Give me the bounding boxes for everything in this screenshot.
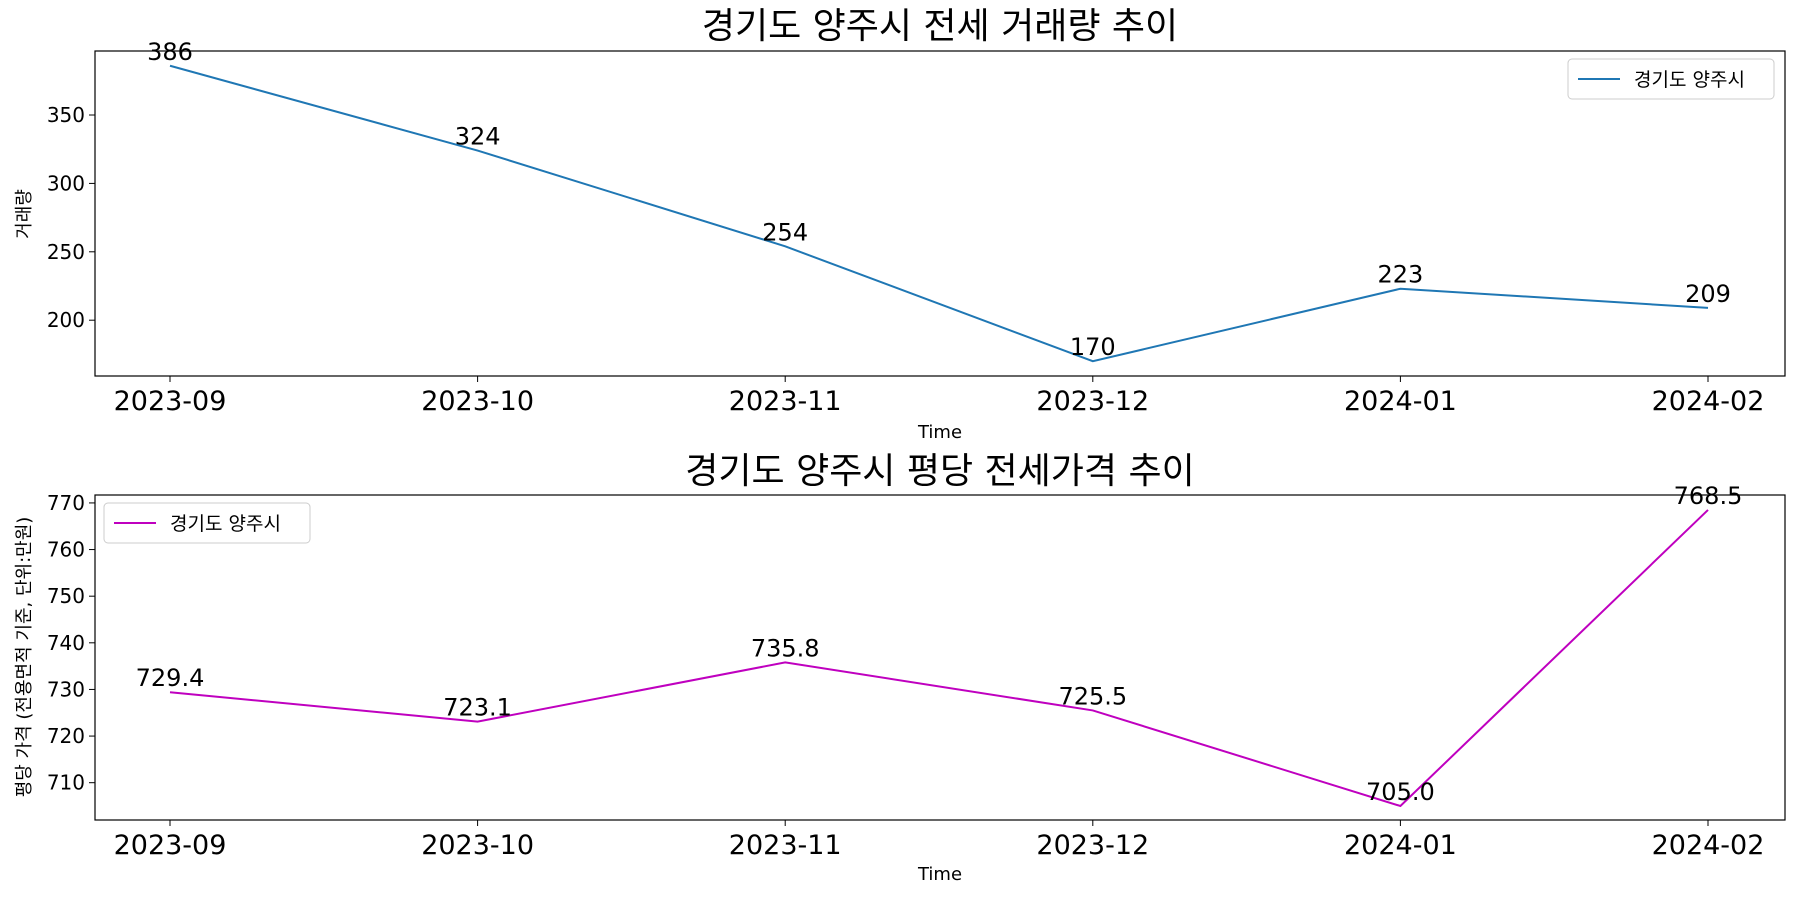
y-axis-label: 거래량 bbox=[14, 189, 35, 239]
y-tick-label: 710 bbox=[47, 771, 85, 795]
data-label: 223 bbox=[1377, 261, 1423, 289]
x-tick-label: 2023-10 bbox=[421, 830, 534, 861]
y-tick-label: 300 bbox=[47, 171, 85, 195]
x-tick-label: 2023-11 bbox=[729, 830, 842, 861]
y-tick-label: 730 bbox=[47, 677, 85, 701]
plot-area-frame bbox=[94, 50, 1786, 377]
plot-area-frame bbox=[94, 494, 1786, 821]
y-axis: 710 720 730 740 750 760 770 bbox=[47, 491, 95, 795]
data-label: 209 bbox=[1685, 280, 1731, 308]
y-tick-label: 770 bbox=[47, 491, 85, 515]
legend: 경기도 양주시 bbox=[103, 502, 311, 544]
series-line bbox=[169, 509, 1709, 808]
data-label: 729.4 bbox=[136, 664, 205, 692]
y-tick-label: 740 bbox=[47, 631, 85, 655]
data-label: 170 bbox=[1070, 333, 1116, 361]
x-tick-label: 2023-09 bbox=[114, 386, 227, 417]
y-tick-label: 250 bbox=[47, 240, 85, 264]
data-label: 735.8 bbox=[751, 634, 820, 662]
x-tick-label: 2024-02 bbox=[1652, 386, 1765, 417]
x-axis-label: Time bbox=[917, 864, 962, 885]
x-tick-label: 2023-09 bbox=[114, 830, 227, 861]
data-label: 254 bbox=[762, 218, 808, 246]
y-axis: 200 250 300 350 bbox=[47, 103, 95, 332]
chart-title: 경기도 양주시 전세 거래량 추이 bbox=[702, 6, 1178, 47]
data-labels: 729.4 723.1 735.8 725.5 705.0 768.5 bbox=[136, 482, 1743, 806]
y-tick-label: 760 bbox=[47, 538, 85, 562]
y-tick-label: 350 bbox=[47, 103, 85, 127]
x-tick-label: 2023-11 bbox=[729, 386, 842, 417]
x-tick-label: 2024-01 bbox=[1344, 386, 1457, 417]
legend-frame bbox=[103, 502, 311, 544]
legend-label: 경기도 양주시 bbox=[1634, 69, 1745, 91]
data-label: 705.0 bbox=[1366, 778, 1435, 806]
legend-frame bbox=[1567, 58, 1775, 100]
x-tick-label: 2024-02 bbox=[1652, 830, 1765, 861]
data-label: 386 bbox=[147, 38, 193, 66]
y-axis-label: 평당 가격 (전용면적 기준, 단위:만원) bbox=[14, 517, 35, 798]
x-axis-label: Time bbox=[917, 422, 962, 443]
data-labels: 386 324 254 170 223 209 bbox=[147, 38, 1731, 361]
chart-transaction-volume: 경기도 양주시 전세 거래량 추이 2023-09 2023-10 2023-11 2… bbox=[14, 6, 1786, 443]
data-points bbox=[168, 508, 1710, 808]
data-points bbox=[168, 64, 1710, 363]
data-label: 768.5 bbox=[1674, 482, 1743, 510]
x-tick-label: 2023-10 bbox=[421, 386, 534, 417]
chart-title: 경기도 양주시 평당 전세가격 추이 bbox=[685, 451, 1194, 492]
chart-price-per-pyeong: 경기도 양주시 평당 전세가격 추이 2023-09 2023-10 2023-11… bbox=[14, 451, 1786, 885]
data-label: 725.5 bbox=[1058, 682, 1127, 710]
legend: 경기도 양주시 bbox=[1567, 58, 1775, 100]
y-tick-label: 200 bbox=[47, 308, 85, 332]
x-axis: 2023-09 2023-10 2023-11 2023-12 2024-01 2024-… bbox=[114, 376, 1765, 417]
legend-label: 경기도 양주시 bbox=[170, 513, 281, 535]
data-label: 324 bbox=[455, 123, 501, 151]
x-tick-label: 2023-12 bbox=[1036, 830, 1149, 861]
y-tick-label: 750 bbox=[47, 584, 85, 608]
series-line bbox=[169, 64, 1709, 363]
y-tick-label: 720 bbox=[47, 724, 85, 748]
data-label: 723.1 bbox=[443, 694, 512, 722]
x-tick-label: 2023-12 bbox=[1036, 386, 1149, 417]
x-tick-label: 2024-01 bbox=[1344, 830, 1457, 861]
x-axis: 2023-09 2023-10 2023-11 2023-12 2024-01 2024-… bbox=[114, 820, 1765, 861]
